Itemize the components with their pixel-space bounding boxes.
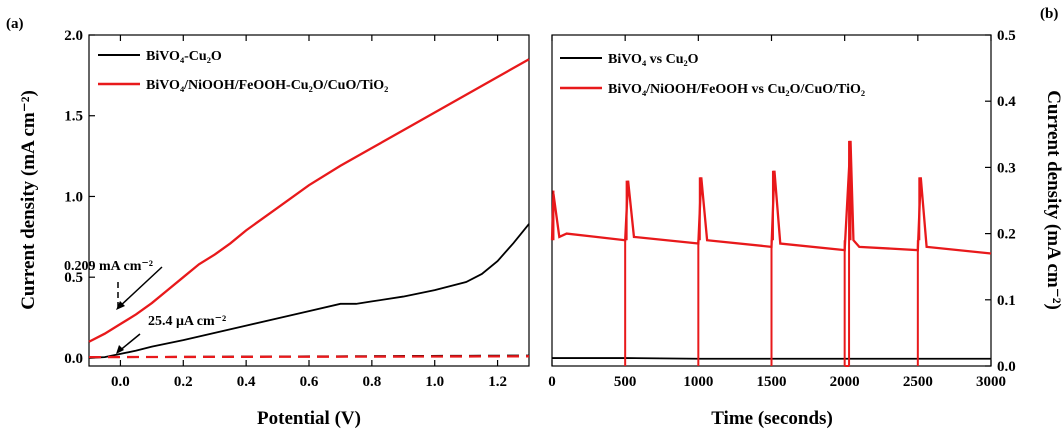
- y-tick-label: 0.3: [997, 160, 1016, 176]
- y-tick-label: 2.0: [64, 28, 83, 44]
- annotation-254: 25.4 μA cm⁻²: [148, 314, 226, 329]
- arrow-0209: [117, 266, 163, 309]
- y-tick-label: 0.2: [997, 227, 1016, 243]
- x-tick-label: 0: [548, 374, 556, 390]
- y-tick-label: 0.0: [64, 351, 83, 367]
- y-tick-label: 1.5: [64, 109, 83, 125]
- panel-b-y-axis-title: Current density (mA cm⁻²): [1043, 90, 1062, 310]
- panel-a-series: [88, 58, 530, 359]
- panel-b-chart: (b) 0 500 1000 1500 2000 2500 3000 0.00.10.20.…: [548, 6, 1062, 429]
- panel-b-legend: BiVO₄ vs Cu₂O BiVO₄/NiOOH/FeOOH vs Cu₂O/…: [560, 52, 865, 97]
- x-tick-label: 0.6: [300, 374, 319, 390]
- x-tick-label: 1.0: [425, 374, 444, 390]
- x-tick-label: 2500: [903, 374, 933, 390]
- legend-label-bivo4-vs-cu2o: BiVO₄ vs Cu₂O: [608, 52, 699, 67]
- legend-label-bivo4-niooh-vs: BiVO₄/NiOOH/FeOOH vs Cu₂O/CuO/TiO₂: [608, 82, 865, 97]
- x-tick-label: 0.2: [174, 374, 193, 390]
- panel-b-series: [550, 140, 992, 367]
- panel-b-y-ticks: 0.0 0.1 0.2 0.3 0.4 0.5: [985, 28, 1016, 375]
- x-tick-label: 0.8: [362, 374, 381, 390]
- y-tick-label: 0.0: [997, 359, 1016, 375]
- y-tick-label: 0.4: [997, 94, 1016, 110]
- y-tick-label: 0.5: [64, 270, 83, 286]
- x-tick-label: 3000: [976, 374, 1006, 390]
- series-line-1: [88, 58, 530, 343]
- arrow-254-head: [116, 345, 124, 354]
- panel-a-y-axis-title: Current density (mA cm⁻²): [18, 90, 39, 310]
- x-tick-label: 0.4: [237, 374, 256, 390]
- x-tick-label: 0.0: [111, 374, 130, 390]
- panel-a-chart: (a) 0.0 0.2 0.4 0.6 0.8 1.0 1.2 0.0 0.5 1.0 1.5 2.…: [6, 16, 530, 429]
- x-tick-label: 1500: [757, 374, 787, 390]
- x-tick-label: 1000: [683, 374, 713, 390]
- x-tick-label: 2000: [830, 374, 860, 390]
- y-tick-label: 0.5: [997, 28, 1016, 44]
- y-tick-label: 0.1: [997, 293, 1016, 309]
- legend-label-bivo4-cu2o: BiVO₄-Cu₂O: [146, 49, 222, 64]
- x-tick-label: 500: [614, 374, 637, 390]
- panel-a-label: (a): [6, 16, 24, 32]
- series-line-3: [88, 355, 530, 359]
- panel-a-x-ticks: 0.0 0.2 0.4 0.6 0.8 1.0 1.2: [111, 35, 507, 390]
- legend-label-bivo4-niooh: BiVO₄/NiOOH/FeOOH-Cu₂O/CuO/TiO₂: [146, 78, 388, 93]
- x-tick-label: 1.2: [488, 374, 507, 390]
- annotation-0209: 0.209 mA cm⁻²: [64, 259, 153, 274]
- panel-b-label: (b): [1040, 6, 1058, 22]
- panel-a-x-axis-title: Potential (V): [257, 408, 361, 429]
- y-tick-label: 1.0: [64, 189, 83, 205]
- panel-a-legend: BiVO₄-Cu₂O BiVO₄/NiOOH/FeOOH-Cu₂O/CuO/Ti…: [98, 49, 388, 93]
- panel-b-x-axis-title: Time (seconds): [711, 408, 833, 429]
- series-line-0: [88, 223, 530, 359]
- panel-a-y-ticks: 0.0 0.5 1.0 1.5 2.0: [64, 28, 95, 367]
- panel-a-annotations: 0.209 mA cm⁻² 25.4 μA cm⁻²: [64, 259, 226, 354]
- panel-b-x-ticks: 0 500 1000 1500 2000 2500 3000: [548, 35, 1006, 390]
- series-line-1: [550, 140, 992, 255]
